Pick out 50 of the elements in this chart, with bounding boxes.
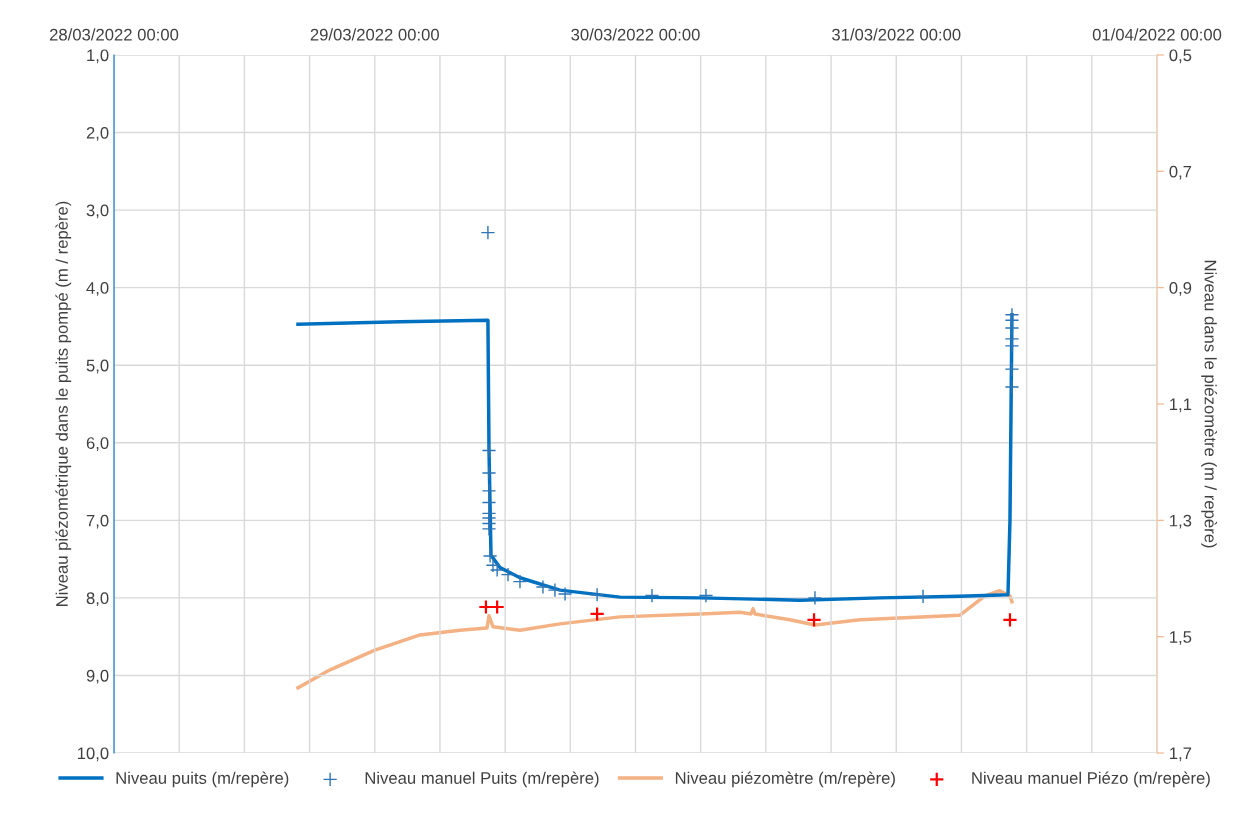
point [500,567,516,582]
y2-tick-label: 1,1 [1170,398,1192,413]
y-tick-label: 7,0 [86,514,109,529]
point [481,443,497,458]
x-tick-label: 31/03/2022 00:00 [832,28,961,41]
y-tick-label: 8,0 [86,592,109,607]
y-tick-label: 6,0 [86,437,109,451]
y2-tick-label: 0,9 [1169,282,1192,296]
y2-tick-label: 1,5 [1170,631,1192,645]
point [557,586,573,602]
x-tick-label: 28/03/2022 00:00 [49,28,179,41]
line-series [296,588,1014,690]
y-tick-label: 4,0 [86,282,109,296]
point [1004,379,1020,395]
point [1004,361,1020,377]
y-tick-label: 2,0 [86,126,109,141]
legend-label: Niveau piézomètre (m/repère) [675,771,895,788]
point [915,589,931,604]
y-axis-title: Niveau piézométrique dans le puits pompé (m / repère) [55,201,72,606]
y-tick-label: 9,0 [86,669,109,684]
legend-label: Niveau manuel Puits (m/repère) [365,771,599,788]
x-tick-label: 01/04/2022 00:00 [1092,28,1222,41]
point [481,495,497,510]
y2-axis-title: Niveau dans le piézomètre (m / repère) [1201,260,1217,548]
point [1004,338,1020,354]
point [512,574,528,589]
point [489,562,505,578]
point [807,590,823,606]
x-tick-label: 30/03/2022 00:00 [571,28,700,41]
point [644,588,660,603]
y-tick-label: 3,0 [86,204,109,219]
point [535,579,551,595]
point [698,588,714,603]
y2-tick-label: 1,3 [1170,514,1192,529]
y-tick-label: 10,0 [77,747,109,762]
point [485,558,501,573]
point [481,465,497,481]
point [481,483,497,499]
y-tick-label: 1,0 [87,49,109,64]
point [480,225,496,240]
legend-label: Niveau manuel Piézo (m/repère) [972,771,1210,788]
point [547,582,563,598]
y2-tick-label: 0,5 [1169,49,1192,64]
y-tick-label: 5,0 [86,359,109,374]
y2-tick-label: 1,7 [1170,747,1192,762]
point [589,587,605,603]
legend-label: Niveau puits (m/repère) [116,771,289,788]
x-tick-label: 29/03/2022 00:00 [310,28,439,41]
y2-tick-label: 0,7 [1169,165,1192,180]
point [482,548,498,564]
